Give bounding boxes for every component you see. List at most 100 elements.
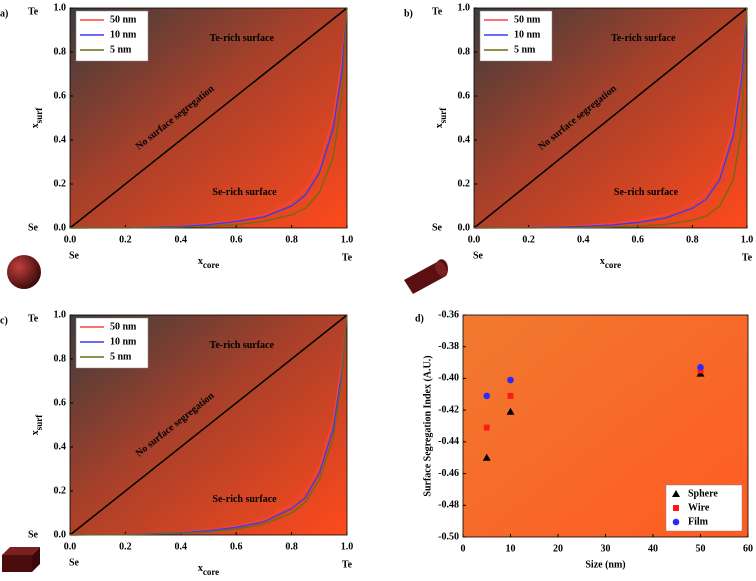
y-tick-label: 0.6: [54, 397, 67, 408]
y-tick-label: -0.46: [438, 468, 459, 479]
legend-label: 10 nm: [514, 29, 541, 40]
x-tick-label: 0.0: [64, 541, 77, 552]
wire-icon: [404, 259, 448, 294]
x-tick-label: 0.8: [285, 234, 298, 245]
panel-label: b): [404, 8, 413, 19]
region-label: Te-rich surface: [210, 33, 275, 44]
sphere-icon: [7, 255, 41, 289]
x-tick-label: 30: [601, 543, 611, 554]
x-end-label: Te: [342, 559, 353, 570]
y-tick-label: 0.6: [458, 90, 471, 101]
x-axis-label-main: x: [600, 256, 605, 267]
legend-label: Film: [688, 516, 709, 527]
legend-label: 10 nm: [110, 336, 137, 347]
marker: [697, 364, 704, 371]
y-tick-label: 1.0: [54, 2, 67, 13]
x-tick-label: 0.8: [686, 234, 699, 245]
y-tick-label: -0.38: [438, 341, 459, 352]
marker: [506, 407, 515, 415]
region-label: Se-rich surface: [212, 187, 277, 198]
legend-swatch: [673, 505, 679, 511]
x-axis-label-main: x: [198, 563, 203, 574]
y-tick-label: -0.42: [438, 404, 459, 415]
x-tick-label: 50: [696, 543, 706, 554]
y-tick-label: -0.44: [438, 436, 459, 447]
x-tick-label: 60: [743, 543, 753, 554]
legend-label: 5 nm: [514, 44, 536, 55]
series-line: [474, 7, 748, 229]
series-line: [69, 314, 348, 536]
y-end-label: Te: [28, 6, 39, 17]
y-tick-label: -0.50: [438, 531, 459, 542]
y-tick-label: 0.4: [54, 134, 67, 145]
x-axis-label-sub: core: [605, 260, 621, 270]
y-end-label: Te: [432, 6, 443, 17]
y-end-label: Te: [28, 313, 39, 324]
y-tick-label: 0.8: [54, 46, 67, 57]
y-tick-label: 0.2: [54, 178, 67, 189]
y-axis-label: xsurf: [434, 107, 448, 129]
plot-frame: [462, 314, 749, 538]
series-line: [69, 7, 348, 229]
y-axis-label-sub: surf: [438, 107, 448, 124]
legend-swatch: [672, 518, 680, 526]
reference-line: [69, 314, 348, 536]
x-axis-label: xcore: [600, 256, 621, 270]
x-end-label: Se: [69, 250, 80, 261]
y-end-label: Se: [432, 222, 443, 233]
x-tick-label: 0: [461, 543, 466, 554]
y-end-label: Se: [28, 529, 39, 540]
x-axis-label-main: x: [198, 256, 203, 267]
marker: [482, 453, 491, 461]
marker: [483, 392, 491, 400]
marker: [507, 376, 514, 384]
y-tick-label: -0.36: [438, 309, 459, 320]
panel-label: d): [415, 313, 424, 324]
x-axis-label-sub: core: [203, 567, 219, 577]
y-tick-label: 0.0: [458, 222, 471, 233]
x-tick-label: 0.0: [64, 234, 77, 245]
marker: [483, 424, 490, 431]
legend-label: 50 nm: [110, 14, 137, 25]
reference-line: [69, 7, 348, 229]
x-tick-label: 0.4: [175, 541, 188, 552]
x-tick-label: 0.6: [230, 234, 243, 245]
legend-label: 5 nm: [110, 44, 132, 55]
x-axis-label: xcore: [198, 563, 219, 577]
panel-label: a): [0, 8, 8, 19]
x-tick-label: 10: [506, 543, 516, 554]
legend-label: 50 nm: [110, 321, 137, 332]
plot-frame: [69, 7, 348, 229]
x-tick-label: 1.0: [341, 541, 354, 552]
legend-swatch: [672, 490, 680, 497]
y-tick-label: 0.0: [54, 222, 67, 233]
x-tick-label: 1.0: [741, 234, 754, 245]
y-axis-label: xsurf: [30, 107, 44, 129]
x-tick-label: 0.2: [119, 234, 132, 245]
x-axis-label-sub: core: [203, 260, 219, 270]
y-axis-label-sub: surf: [34, 414, 44, 431]
x-tick-label: 0.2: [119, 541, 132, 552]
y-tick-label: 0.2: [54, 485, 67, 496]
series-line: [473, 7, 748, 229]
y-tick-label: 0.0: [54, 529, 67, 540]
marker: [507, 392, 514, 399]
x-end-label: Te: [742, 252, 753, 263]
region-label: Se-rich surface: [212, 494, 277, 505]
region-label: Te-rich surface: [210, 340, 275, 351]
y-axis-label: xsurf: [30, 414, 44, 436]
panel-label: c): [0, 315, 8, 326]
y-axis-label: Surface Segregation Index (A.U.): [422, 355, 433, 496]
legend-label: 10 nm: [110, 29, 137, 40]
legend-label: Wire: [688, 502, 710, 513]
x-end-label: Se: [69, 557, 80, 568]
legend-label: 5 nm: [110, 351, 132, 362]
x-tick-label: 1.0: [341, 234, 354, 245]
plot-frame: [69, 314, 348, 536]
x-tick-label: 0.6: [632, 234, 645, 245]
y-tick-label: 0.4: [458, 134, 471, 145]
reference-line: [473, 7, 748, 229]
x-axis-label: xcore: [198, 256, 219, 270]
